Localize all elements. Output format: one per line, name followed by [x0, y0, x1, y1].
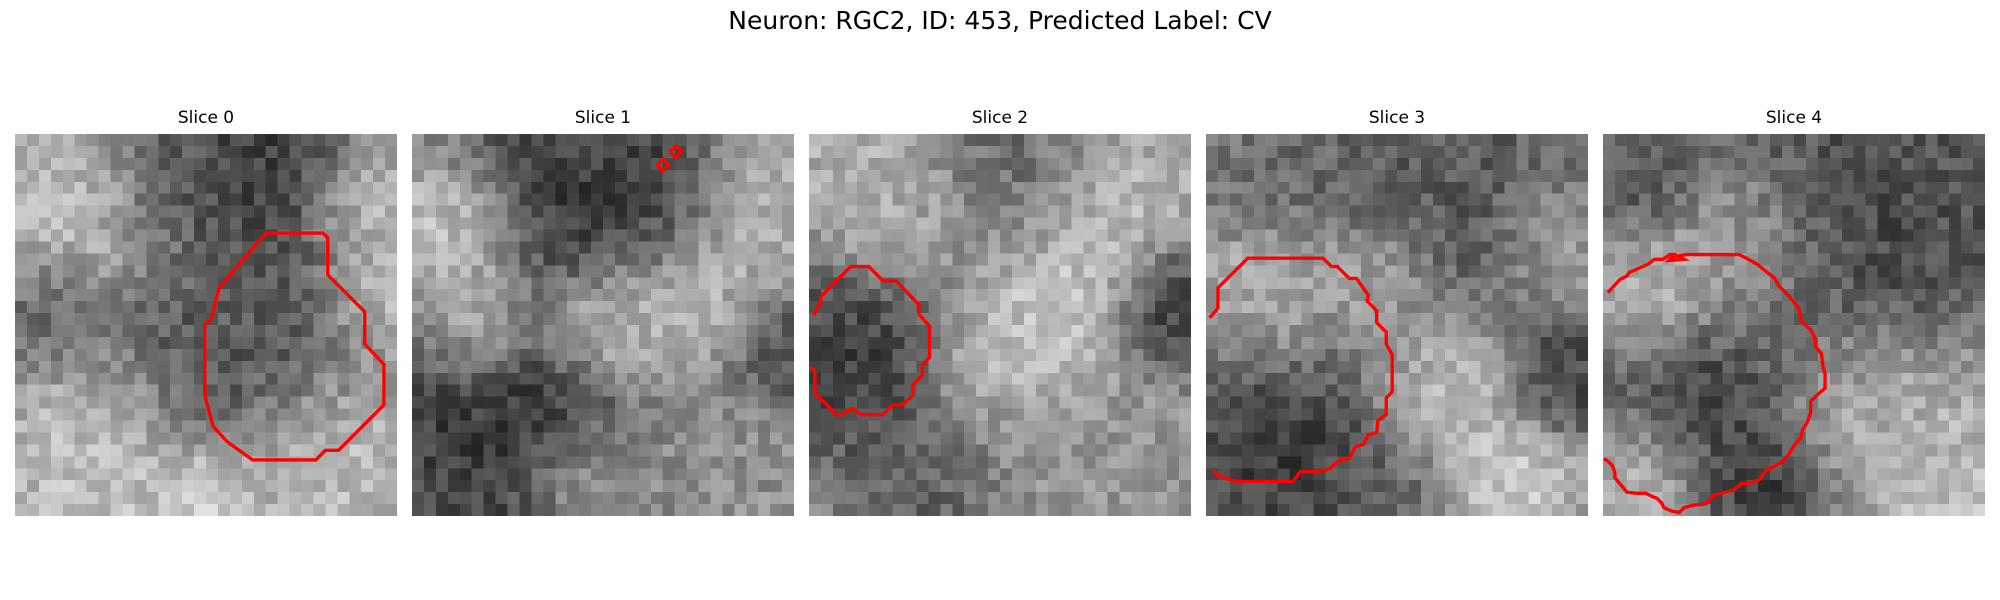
slice-3-grayscale — [1206, 134, 1588, 516]
slice-4-contour — [1603, 252, 1827, 515]
contour-line — [655, 156, 672, 174]
panel-title-slice-4: Slice 4 — [1765, 108, 1823, 128]
contour-line — [203, 231, 386, 462]
figure-title: Neuron: RGC2, ID: 453, Predicted Label: … — [728, 6, 1272, 35]
slice-4-grayscale — [1603, 134, 1985, 516]
slice-4-image — [1603, 134, 1985, 516]
slice-1-image — [412, 134, 794, 516]
slice-0-image — [15, 134, 397, 516]
contour-line — [1208, 256, 1394, 484]
slice-3-contour — [1208, 256, 1394, 484]
panel-title-slice-0: Slice 0 — [177, 108, 235, 128]
panel-title-slice-2: Slice 2 — [971, 108, 1029, 128]
slice-2-image — [809, 134, 1191, 516]
slice-1-contour — [655, 143, 685, 174]
slice-3-image — [1206, 134, 1588, 516]
panel-title-slice-1: Slice 1 — [574, 108, 632, 128]
contour-line — [809, 264, 932, 417]
slice-0-contour — [203, 231, 386, 462]
slice-1-grayscale — [412, 134, 794, 516]
slice-2-contour — [809, 264, 932, 417]
slice-2-grayscale — [809, 134, 1191, 516]
contour-line — [668, 143, 685, 161]
panel-title-slice-3: Slice 3 — [1368, 108, 1426, 128]
contour-line — [1603, 252, 1827, 515]
